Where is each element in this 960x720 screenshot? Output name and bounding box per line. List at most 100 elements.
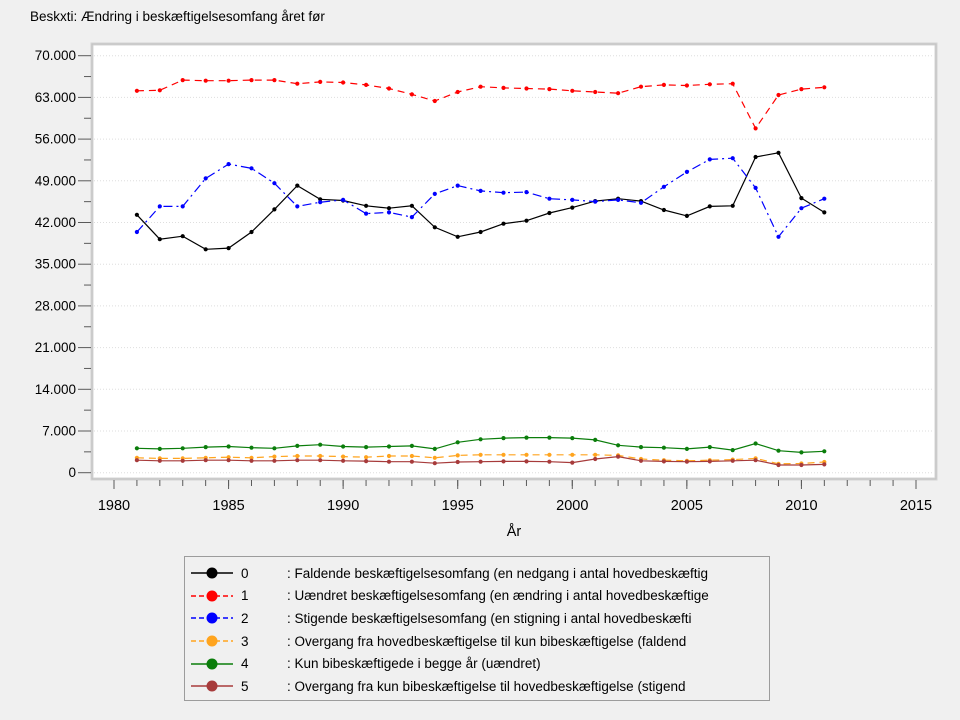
series-3-point	[524, 452, 529, 457]
series-4-point	[570, 436, 575, 441]
series-1-point	[157, 88, 162, 93]
series-0-point	[547, 210, 552, 216]
series-2-point	[593, 199, 598, 204]
series-4-point	[455, 440, 460, 445]
series-5-point	[593, 456, 598, 462]
series-4-point	[226, 444, 231, 449]
series-5-point	[730, 458, 735, 463]
series-1-point	[203, 78, 208, 83]
series-3-point	[272, 454, 277, 459]
series-1-point	[455, 89, 460, 95]
series-5-point	[501, 459, 506, 464]
legend-row: 3: Overgang fra hovedbeskæftigelse til k…	[185, 630, 769, 653]
legend-series-key: 4	[241, 656, 249, 672]
x-axis-tick-label: 1995	[442, 498, 474, 514]
series-1-point	[501, 85, 506, 90]
series-0-point	[524, 218, 529, 223]
series-2-point	[432, 191, 437, 196]
legend-row: 4: Kun bibeskæftigede i begge år (uændre…	[185, 652, 769, 675]
series-1-point	[776, 92, 781, 98]
series-0-point	[570, 205, 575, 210]
series-2-point	[203, 176, 208, 181]
series-4-point	[272, 446, 277, 451]
y-axis-tick-label: 63.000	[35, 90, 76, 105]
series-5-point	[799, 462, 804, 468]
series-1-point	[364, 82, 369, 87]
plot-svg: 0 7.000 14.000 21.000 28.000 35.000 42.000 49.0…	[35, 42, 938, 540]
legend-rows: 0: Faldende beskæftigelsesomfang (en ned…	[185, 562, 769, 698]
series-5-point	[547, 459, 552, 464]
series-0-point	[203, 247, 208, 252]
series-5-point	[570, 460, 575, 465]
series-4-point	[822, 449, 827, 454]
series-2-point	[455, 183, 460, 188]
legend-row: 0: Faldende beskæftigelsesomfang (en ned…	[185, 562, 769, 585]
legend-series-label: : Faldende beskæftigelsesomfang (en nedg…	[287, 565, 709, 581]
legend-marker-icon	[191, 590, 233, 602]
series-3-point	[570, 452, 575, 457]
series-1-point	[753, 126, 758, 131]
legend-series-label: : Uændret beskæftigelsesomfang (en ændri…	[287, 588, 709, 604]
legend: 0: Faldende beskæftigelsesomfang (en ned…	[184, 556, 770, 701]
series-5-point	[226, 458, 231, 463]
legend-marker-icon	[191, 680, 233, 692]
series-2-point	[249, 166, 254, 171]
x-axis-tick-label: 2010	[785, 498, 817, 514]
x-axis-tick-label: 2005	[671, 498, 703, 514]
y-axis-tick-label: 42.000	[35, 215, 76, 230]
series-1-point	[180, 78, 185, 83]
x-axis-title: År	[507, 523, 522, 540]
series-5-point	[203, 458, 208, 463]
series-5-point	[318, 458, 323, 463]
legend-row: 1: Uændret beskæftigelsesomfang (en ændr…	[185, 585, 769, 608]
series-1-point	[616, 91, 621, 96]
series-2-point	[638, 200, 644, 205]
series-0-point	[684, 213, 690, 218]
chart-title: Beskxti: Ændring i beskæftigelsesomfang …	[30, 9, 325, 24]
series-5-point	[524, 459, 529, 464]
series-2-point	[180, 204, 185, 209]
series-1-point	[386, 86, 392, 91]
series-0-point	[753, 154, 758, 160]
series-5-point	[776, 462, 781, 468]
series-2-point	[776, 234, 781, 239]
series-4-point	[524, 435, 529, 440]
series-2-point	[799, 206, 804, 211]
series-2-point	[547, 196, 552, 201]
series-2-point	[318, 200, 323, 205]
plot-frame	[90, 42, 938, 481]
series-0-point	[295, 183, 300, 188]
series-0-point	[272, 207, 277, 212]
series-1-point	[226, 78, 231, 83]
series-1-point	[570, 88, 575, 93]
y-axis-tick-label: 56.000	[35, 132, 76, 147]
series-2-point	[661, 184, 667, 189]
series-1-point	[638, 84, 644, 89]
y-axis-tick-label: 70.000	[35, 48, 76, 63]
series-0-point	[364, 203, 369, 208]
series-4-point	[386, 444, 392, 449]
series-0-point	[501, 221, 506, 226]
legend-series-key: 2	[241, 610, 249, 626]
series-2-point	[272, 181, 277, 186]
y-axis-tick-label: 14.000	[35, 382, 76, 397]
series-4-point	[638, 445, 644, 450]
y-axis-tick-label: 35.000	[35, 257, 76, 272]
series-3-point	[432, 455, 437, 460]
series-2-point	[226, 162, 231, 167]
series-5-point	[478, 459, 483, 464]
series-1-point	[478, 84, 483, 89]
series-4-point	[295, 443, 300, 448]
x-axis-tick-label: 1985	[212, 498, 244, 514]
series-1-point	[547, 87, 552, 92]
series-4-point	[776, 448, 781, 453]
series-4-point	[203, 445, 208, 450]
series-3-point	[364, 455, 369, 460]
series-5-point	[180, 458, 185, 463]
series-3-point	[478, 452, 483, 457]
x-axis-tick-label: 1980	[98, 498, 130, 514]
legend-series-label: : Stigende beskæftigelsesomfang (en stig…	[287, 610, 692, 626]
y-axis-tick-label: 7.000	[42, 424, 76, 439]
series-1-point	[822, 85, 827, 90]
series-3-point	[318, 453, 323, 459]
